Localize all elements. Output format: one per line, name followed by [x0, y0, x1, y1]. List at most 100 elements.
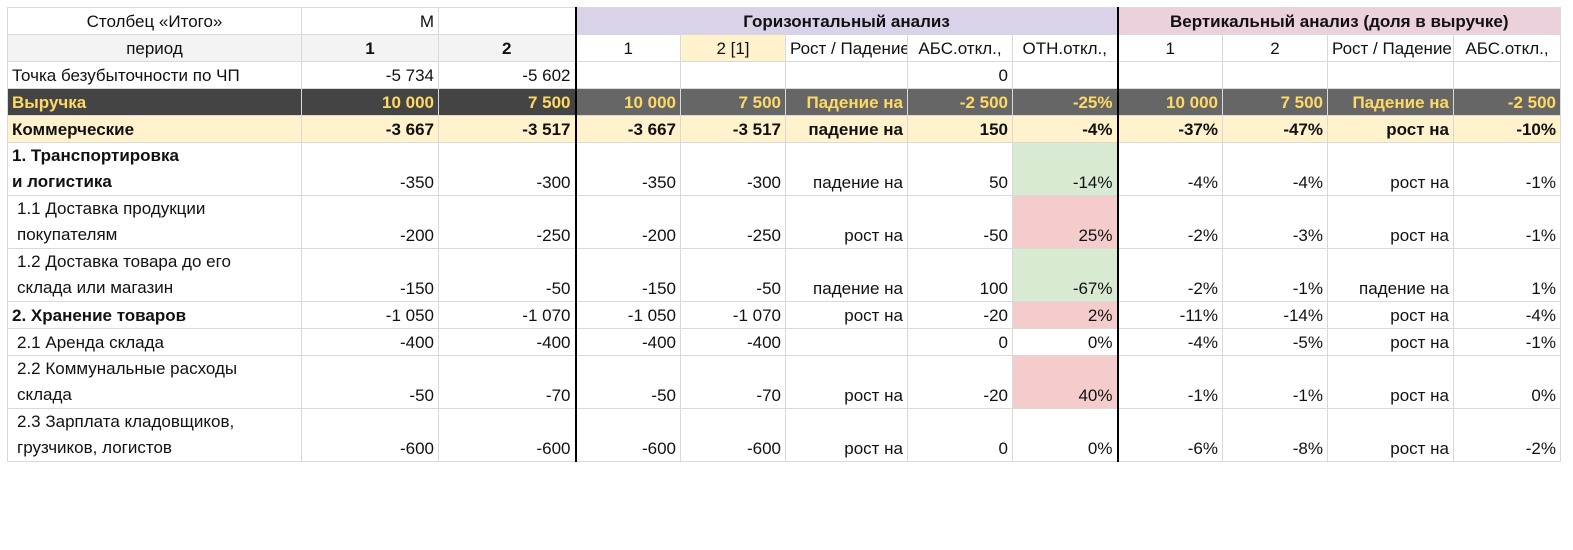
row-label[interactable]: 1.2 Доставка товара до его склада или маг… — [7, 248, 302, 302]
cell-v-dir[interactable]: падение на — [1327, 248, 1454, 302]
period-label[interactable]: период — [7, 34, 302, 62]
cell-h-dir[interactable]: рост на — [785, 355, 908, 409]
cell-h2[interactable]: -400 — [680, 328, 786, 356]
cell-p2[interactable]: -50 — [438, 248, 576, 302]
cell-v2[interactable]: -1% — [1222, 248, 1328, 302]
cell-v-abs[interactable]: -1% — [1453, 328, 1561, 356]
cell-v-dir[interactable]: рост на — [1327, 142, 1454, 196]
horizontal-period-1-header[interactable]: 1 — [574, 34, 681, 62]
empty-cell[interactable] — [1222, 61, 1328, 89]
period-2-header[interactable]: 2 — [438, 34, 576, 62]
breakeven-p2[interactable]: -5 602 — [438, 61, 576, 89]
cell-h-dir[interactable] — [785, 328, 908, 356]
cell-h2[interactable]: -300 — [680, 142, 786, 196]
cell-h1[interactable]: -150 — [574, 248, 681, 302]
horizontal-abs-header[interactable]: АБС.откл., — [907, 34, 1013, 62]
commercial-v-dir[interactable]: рост на — [1327, 115, 1454, 143]
cell-v2[interactable]: -3% — [1222, 195, 1328, 249]
cell-v-abs[interactable]: -4% — [1453, 301, 1561, 329]
cell-h2[interactable]: -250 — [680, 195, 786, 249]
cell-v2[interactable]: -14% — [1222, 301, 1328, 329]
total-column-label[interactable]: Столбец «Итого» — [7, 7, 302, 35]
cell-v2[interactable]: -8% — [1222, 408, 1328, 462]
cell-h-abs[interactable]: 0 — [907, 408, 1013, 462]
cell-v-abs[interactable]: -1% — [1453, 142, 1561, 196]
empty-cell[interactable] — [680, 61, 786, 89]
breakeven-h-abs[interactable]: 0 — [907, 61, 1013, 89]
cell-p2[interactable]: -600 — [438, 408, 576, 462]
cell-h1[interactable]: -350 — [574, 142, 681, 196]
cell-h-abs[interactable]: 100 — [907, 248, 1013, 302]
commercial-h-abs[interactable]: 150 — [907, 115, 1013, 143]
commercial-label[interactable]: Коммерческие — [7, 115, 302, 143]
cell-h1[interactable]: -50 — [574, 355, 681, 409]
cell-h-rel[interactable]: 0% — [1012, 328, 1118, 356]
cell-h-rel[interactable]: -14% — [1012, 142, 1118, 196]
commercial-p1[interactable]: -3 667 — [301, 115, 439, 143]
empty-cell[interactable] — [1453, 61, 1561, 89]
cell-v-abs[interactable]: 0% — [1453, 355, 1561, 409]
cell-h2[interactable]: -600 — [680, 408, 786, 462]
horizontal-rel-header[interactable]: ОТН.откл., — [1012, 34, 1118, 62]
vertical-period-1-header[interactable]: 1 — [1116, 34, 1223, 62]
row-label[interactable]: 2.2 Коммунальные расходы склада — [7, 355, 302, 409]
cell-h-rel[interactable]: 40% — [1012, 355, 1118, 409]
total-column-value[interactable]: М — [301, 7, 439, 35]
commercial-v-abs[interactable]: -10% — [1453, 115, 1561, 143]
cell-v2[interactable]: -5% — [1222, 328, 1328, 356]
cell-h2[interactable]: -1 070 — [680, 301, 786, 329]
horizontal-period-2-header[interactable]: 2 [1] — [680, 34, 786, 62]
cell-p2[interactable]: -250 — [438, 195, 576, 249]
cell-v-dir[interactable]: рост на — [1327, 301, 1454, 329]
cell-p1[interactable]: -200 — [301, 195, 439, 249]
cell-v-abs[interactable]: -1% — [1453, 195, 1561, 249]
cell-h1[interactable]: -200 — [574, 195, 681, 249]
empty-cell[interactable] — [438, 7, 576, 35]
cell-h-abs[interactable]: -20 — [907, 355, 1013, 409]
row-label[interactable]: 2.1 Аренда склада — [7, 328, 302, 356]
revenue-v-dir[interactable]: Падение на — [1327, 88, 1454, 116]
revenue-v1[interactable]: 10 000 — [1116, 88, 1223, 116]
revenue-h-dir[interactable]: Падение на — [785, 88, 908, 116]
empty-cell[interactable] — [1327, 61, 1454, 89]
commercial-h-rel[interactable]: -4% — [1012, 115, 1118, 143]
cell-v-dir[interactable]: рост на — [1327, 195, 1454, 249]
commercial-p2[interactable]: -3 517 — [438, 115, 576, 143]
cell-v1[interactable]: -4% — [1116, 142, 1223, 196]
cell-h-dir[interactable]: рост на — [785, 301, 908, 329]
cell-v-dir[interactable]: рост на — [1327, 328, 1454, 356]
cell-h-abs[interactable]: -20 — [907, 301, 1013, 329]
cell-p1[interactable]: -150 — [301, 248, 439, 302]
commercial-v2[interactable]: -47% — [1222, 115, 1328, 143]
vertical-period-2-header[interactable]: 2 — [1222, 34, 1328, 62]
cell-h1[interactable]: -600 — [574, 408, 681, 462]
cell-v1[interactable]: -4% — [1116, 328, 1223, 356]
row-label[interactable]: 2. Хранение товаров — [7, 301, 302, 329]
revenue-p2[interactable]: 7 500 — [438, 88, 576, 116]
cell-p1[interactable]: -400 — [301, 328, 439, 356]
cell-h1[interactable]: -1 050 — [574, 301, 681, 329]
breakeven-label[interactable]: Точка безубыточности по ЧП — [7, 61, 302, 89]
row-label[interactable]: 2.3 Зарплата кладовщиков, грузчиков, логи… — [7, 408, 302, 462]
cell-v1[interactable]: -2% — [1116, 195, 1223, 249]
cell-h-dir[interactable]: рост на — [785, 195, 908, 249]
cell-h1[interactable]: -400 — [574, 328, 681, 356]
revenue-h-rel[interactable]: -25% — [1012, 88, 1118, 116]
cell-h-rel[interactable]: -67% — [1012, 248, 1118, 302]
vertical-analysis-title[interactable]: Вертикальный анализ (доля в выручке) — [1116, 7, 1561, 35]
revenue-h2[interactable]: 7 500 — [680, 88, 786, 116]
cell-v-abs[interactable]: -2% — [1453, 408, 1561, 462]
revenue-h1[interactable]: 10 000 — [574, 88, 681, 116]
commercial-h-dir[interactable]: падение на — [785, 115, 908, 143]
cell-h-abs[interactable]: 50 — [907, 142, 1013, 196]
cell-v-dir[interactable]: рост на — [1327, 355, 1454, 409]
cell-p1[interactable]: -50 — [301, 355, 439, 409]
cell-h-dir[interactable]: рост на — [785, 408, 908, 462]
commercial-h1[interactable]: -3 667 — [574, 115, 681, 143]
empty-cell[interactable] — [1012, 61, 1118, 89]
cell-v2[interactable]: -4% — [1222, 142, 1328, 196]
cell-p2[interactable]: -70 — [438, 355, 576, 409]
breakeven-p1[interactable]: -5 734 — [301, 61, 439, 89]
row-label[interactable]: 1.1 Доставка продукции покупателям — [7, 195, 302, 249]
commercial-v1[interactable]: -37% — [1116, 115, 1223, 143]
